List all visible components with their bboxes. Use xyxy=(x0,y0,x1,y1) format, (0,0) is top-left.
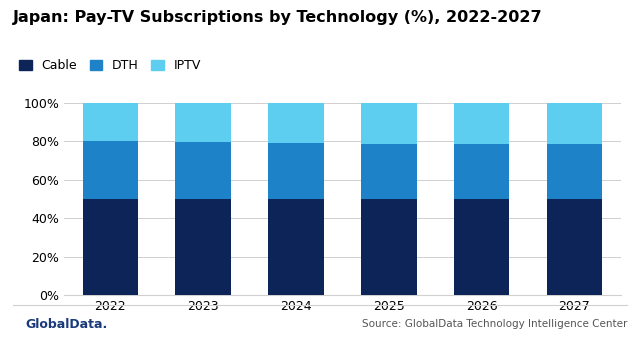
Bar xyxy=(361,199,417,295)
Bar xyxy=(175,199,231,295)
Bar xyxy=(175,103,231,142)
Bar xyxy=(454,144,509,199)
Bar xyxy=(83,141,138,199)
Bar xyxy=(83,199,138,295)
Text: Source: GlobalData Technology Intelligence Center: Source: GlobalData Technology Intelligen… xyxy=(362,319,627,329)
Bar xyxy=(361,103,417,144)
Text: Japan: Pay-TV Subscriptions by Technology (%), 2022-2027: Japan: Pay-TV Subscriptions by Technolog… xyxy=(13,10,543,25)
Text: GlobalData.: GlobalData. xyxy=(26,318,108,331)
Legend: Cable, DTH, IPTV: Cable, DTH, IPTV xyxy=(19,59,202,72)
Bar xyxy=(361,144,417,199)
Bar xyxy=(454,199,509,295)
Bar xyxy=(547,199,602,295)
Bar xyxy=(547,144,602,199)
Bar xyxy=(83,103,138,141)
Bar xyxy=(175,142,231,199)
Bar xyxy=(547,103,602,144)
Bar xyxy=(268,199,324,295)
Bar xyxy=(454,103,509,144)
Bar xyxy=(268,143,324,199)
Bar xyxy=(268,103,324,143)
